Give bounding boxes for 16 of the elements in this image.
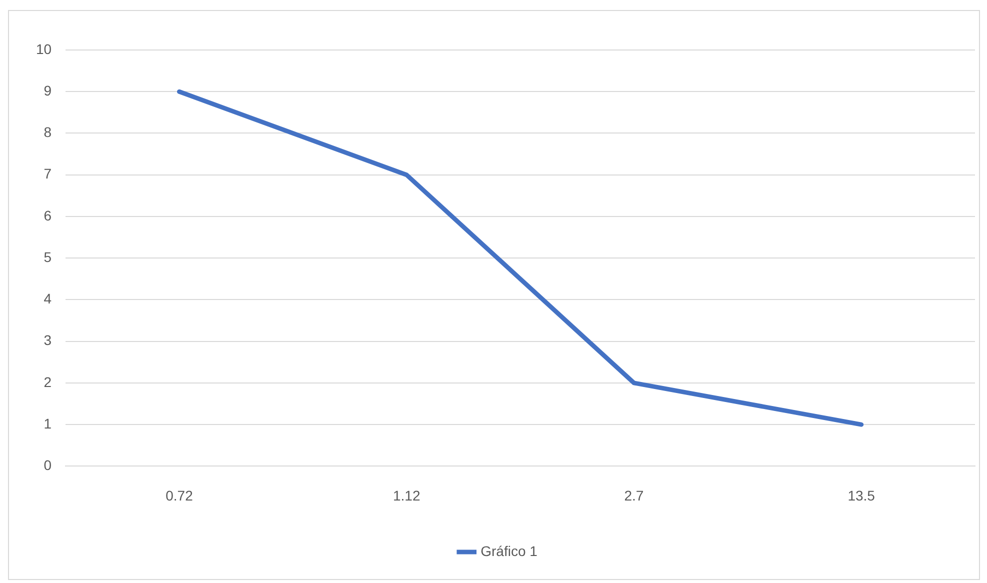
y-tick-label: 6	[44, 207, 52, 224]
x-tick-label: 1.12	[392, 487, 420, 504]
x-tick-label: 0.72	[166, 487, 194, 504]
x-tick-label: 2.7	[624, 487, 644, 504]
y-tick-label: 9	[44, 82, 52, 98]
y-tick-label: 8	[44, 124, 52, 140]
y-tick-label: 1	[44, 415, 52, 432]
y-tick-label: 0	[44, 457, 52, 474]
y-tick-label: 3	[44, 332, 52, 348]
y-tick-label: 4	[44, 290, 52, 307]
y-tick-label: 10	[36, 40, 52, 57]
x-tick-label: 13.5	[848, 487, 876, 504]
y-tick-label: 5	[44, 248, 52, 265]
legend-label: Gráfico 1	[480, 542, 538, 559]
y-tick-label: 2	[44, 374, 52, 390]
y-tick-label: 7	[44, 166, 52, 182]
